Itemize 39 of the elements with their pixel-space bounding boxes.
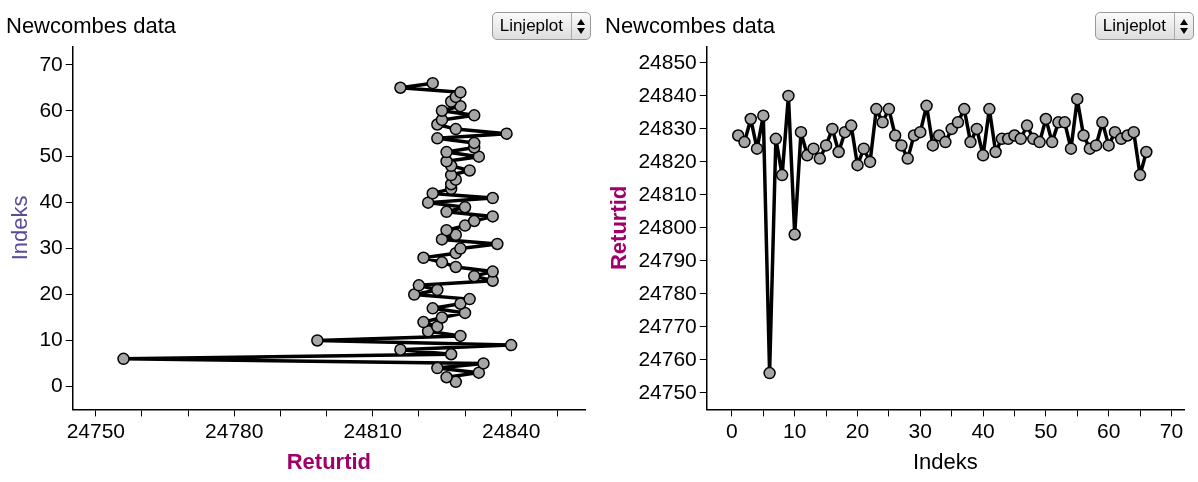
y-tick-label: 20: [39, 281, 63, 305]
y-tick-label: 24840: [638, 82, 697, 106]
text: Linjeplot: [1102, 16, 1166, 36]
x-tick-label: 24840: [481, 418, 541, 442]
y-tick-label: 30: [39, 235, 63, 259]
x-tick-label: 0: [726, 418, 738, 442]
x-tick-label: 10: [783, 418, 807, 442]
x-axis-title: Returtid: [286, 448, 372, 474]
x-tick-label: 70: [1159, 418, 1184, 442]
y-tick-label: 24780: [638, 280, 697, 304]
chart-title: Newcombes data: [605, 13, 776, 39]
x-tick-label: 40: [971, 418, 995, 442]
x-tick-label: 24810: [343, 418, 402, 442]
text: Linjeplot: [499, 16, 563, 36]
y-tick-label: 40: [39, 189, 63, 213]
y-tick-label: 24820: [638, 148, 697, 172]
y-tick-label: 24750: [638, 379, 697, 403]
y-axis-title: Indeks: [7, 195, 33, 261]
y-tick-label: 50: [39, 143, 63, 167]
y-axis-title: Returtid: [606, 185, 632, 271]
y-tick-label: 24830: [638, 115, 697, 139]
y-tick-label: 24770: [638, 313, 697, 337]
y-tick-label: 24850: [638, 49, 697, 73]
y-tick-label: 0: [51, 373, 63, 397]
x-tick-label: 24780: [205, 418, 264, 442]
x-tick-label: 24750: [66, 418, 126, 442]
x-axis-title: Indeks: [912, 448, 978, 474]
x-tick-label: 60: [1096, 418, 1121, 442]
y-tick-label: 24800: [638, 214, 697, 238]
y-tick-label: 24790: [638, 247, 697, 271]
x-tick-label: 50: [1034, 418, 1058, 442]
y-tick-label: 60: [39, 97, 63, 121]
chart-title: Newcombes data: [6, 13, 177, 39]
x-tick-label: 20: [845, 418, 870, 442]
y-tick-label: 10: [39, 327, 63, 351]
x-tick-label: 30: [908, 418, 932, 442]
y-tick-label: 70: [39, 51, 63, 75]
y-tick-label: 24760: [638, 346, 697, 370]
y-tick-label: 24810: [638, 181, 697, 205]
